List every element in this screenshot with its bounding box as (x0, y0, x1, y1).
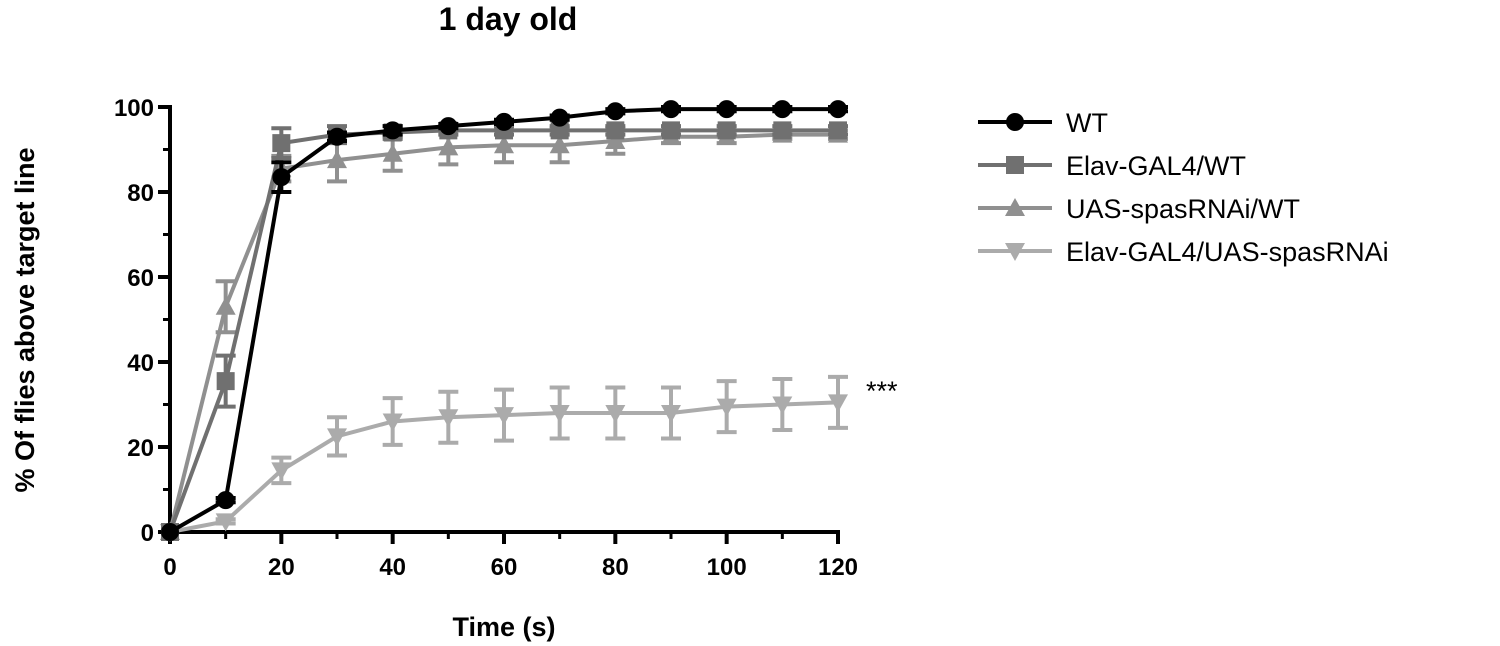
data-point (494, 407, 514, 426)
data-point (717, 100, 736, 119)
x-tick-label: 0 (163, 554, 176, 581)
data-point (495, 112, 513, 131)
series-elav-gal4-wt (161, 121, 848, 541)
legend-label: UAS-spasRNAi/WT (1066, 194, 1300, 224)
data-point (661, 405, 681, 423)
data-point (717, 121, 736, 140)
series-elav-gal4-uas-spasrnai (160, 374, 848, 542)
x-tick-label: 100 (707, 554, 747, 581)
x-tick-label: 60 (491, 554, 518, 581)
data-point (773, 100, 792, 119)
legend-label: Elav-GAL4/UAS-spasRNAi (1066, 237, 1389, 267)
legend-marker (1005, 198, 1025, 216)
data-point (272, 168, 291, 187)
x-tick-label: 80 (602, 554, 629, 581)
data-point (327, 428, 347, 447)
data-point (605, 131, 626, 149)
legend-marker (1006, 113, 1024, 131)
data-point (494, 135, 514, 154)
x-tick-label: 120 (818, 554, 858, 581)
y-tick-label: 80 (127, 180, 154, 207)
significance-annotation: *** (866, 376, 898, 406)
y-tick-label: 100 (114, 95, 154, 122)
y-tick-label: 0 (141, 520, 154, 547)
y-tick-label: 60 (127, 265, 154, 292)
legend-item: Elav-GAL4/WT (978, 151, 1246, 181)
legend-label: WT (1066, 108, 1108, 138)
legend-label: Elav-GAL4/WT (1066, 151, 1246, 181)
data-point (772, 396, 793, 415)
data-point (549, 405, 570, 423)
data-point (328, 127, 346, 146)
data-point (327, 150, 347, 169)
y-tick-label: 20 (127, 435, 154, 462)
x-tick-label: 20 (268, 554, 295, 581)
data-point (606, 102, 625, 121)
data-point (438, 409, 459, 428)
data-point (383, 121, 402, 140)
legend-marker (1006, 156, 1024, 174)
x-tick-label: 40 (379, 554, 406, 581)
data-point (662, 100, 680, 119)
chart-title: 1 day old (439, 1, 578, 37)
data-point (271, 462, 292, 481)
data-point (382, 143, 403, 162)
series-wt (161, 100, 848, 541)
y-tick-label: 40 (127, 350, 154, 377)
legend-item: WT (978, 108, 1108, 138)
data-point (605, 405, 626, 423)
y-axis-label: % Of flies above target line (10, 147, 40, 492)
data-point (662, 121, 680, 140)
data-point (549, 135, 570, 154)
x-axis-label: Time (s) (452, 612, 555, 642)
legend-marker (1005, 243, 1025, 261)
data-point (550, 121, 569, 140)
data-point (272, 134, 291, 153)
data-point (550, 108, 569, 127)
data-point (216, 491, 235, 510)
data-point (216, 372, 235, 391)
data-point (215, 513, 236, 532)
data-point (382, 413, 403, 432)
series-uas-spasrnai-wt (160, 124, 848, 540)
data-point (773, 121, 792, 140)
data-point (215, 296, 236, 315)
series-line (168, 128, 838, 533)
data-point (161, 523, 179, 541)
data-point (439, 117, 458, 136)
series-line (169, 107, 838, 534)
legend-item: Elav-GAL4/UAS-spasRNAi (978, 237, 1389, 267)
data-point (829, 100, 847, 119)
data-point (829, 121, 847, 140)
data-point (438, 137, 459, 156)
data-point (606, 121, 625, 140)
legend-item: UAS-spasRNAi/WT (978, 194, 1300, 224)
data-point (828, 394, 848, 413)
data-point (716, 398, 737, 417)
